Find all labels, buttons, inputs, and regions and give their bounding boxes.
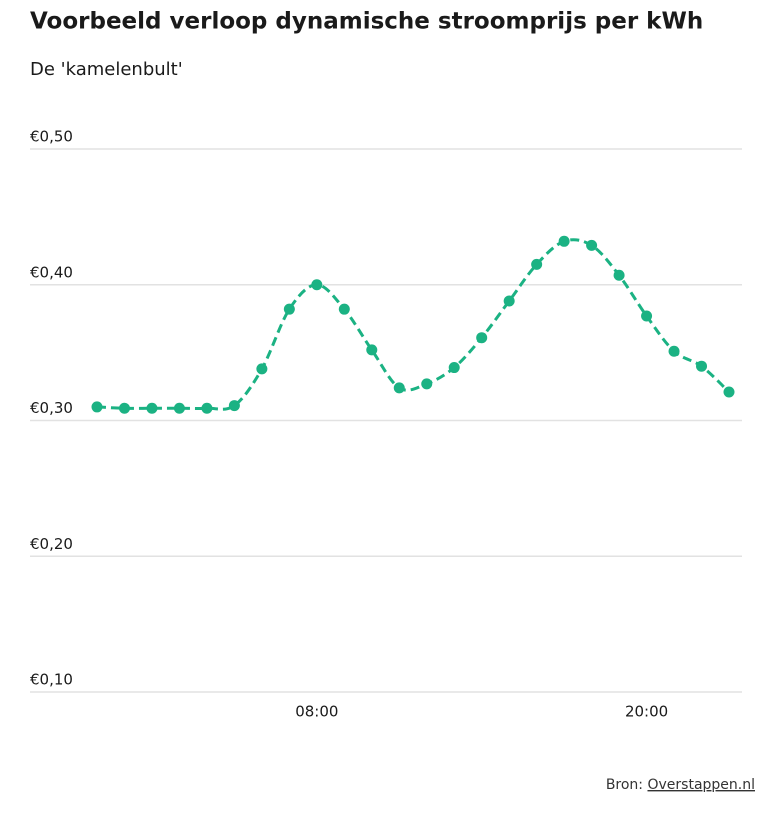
point bbox=[393, 382, 405, 394]
point bbox=[91, 401, 103, 413]
point bbox=[696, 360, 708, 372]
y-tick-label: €0,10 bbox=[30, 671, 73, 689]
y-tick-label: €0,50 bbox=[30, 128, 73, 146]
point bbox=[173, 402, 185, 414]
point bbox=[311, 279, 323, 291]
y-tick-label: €0,40 bbox=[30, 263, 73, 281]
point bbox=[201, 402, 213, 414]
point bbox=[586, 239, 598, 251]
point bbox=[503, 295, 515, 307]
point bbox=[118, 402, 130, 414]
point bbox=[421, 378, 433, 390]
point bbox=[613, 269, 625, 281]
point bbox=[531, 258, 543, 270]
point bbox=[228, 400, 240, 412]
point bbox=[448, 362, 460, 374]
source: Bron: Overstappen.nl bbox=[606, 777, 755, 793]
point bbox=[641, 310, 653, 322]
point bbox=[558, 235, 570, 247]
y-tick-label: €0,30 bbox=[30, 399, 73, 417]
x-tick-label: 08:00 bbox=[295, 703, 338, 721]
chart-subtitle: De 'kamelenbult' bbox=[30, 59, 183, 80]
point bbox=[256, 363, 268, 375]
line bbox=[96, 238, 731, 411]
point bbox=[283, 303, 295, 315]
source-link[interactable]: Overstappen.nl bbox=[647, 777, 755, 793]
point bbox=[338, 303, 350, 315]
y-tick-label: €0,20 bbox=[30, 535, 73, 553]
x-tick-label: 20:00 bbox=[625, 703, 668, 721]
point bbox=[723, 386, 735, 398]
chart-title: Voorbeeld verloop dynamische stroomprijs… bbox=[30, 9, 703, 35]
point bbox=[366, 344, 378, 356]
source-prefix: Bron: bbox=[606, 777, 643, 793]
point bbox=[476, 332, 488, 344]
point bbox=[146, 402, 158, 414]
point bbox=[668, 345, 680, 357]
